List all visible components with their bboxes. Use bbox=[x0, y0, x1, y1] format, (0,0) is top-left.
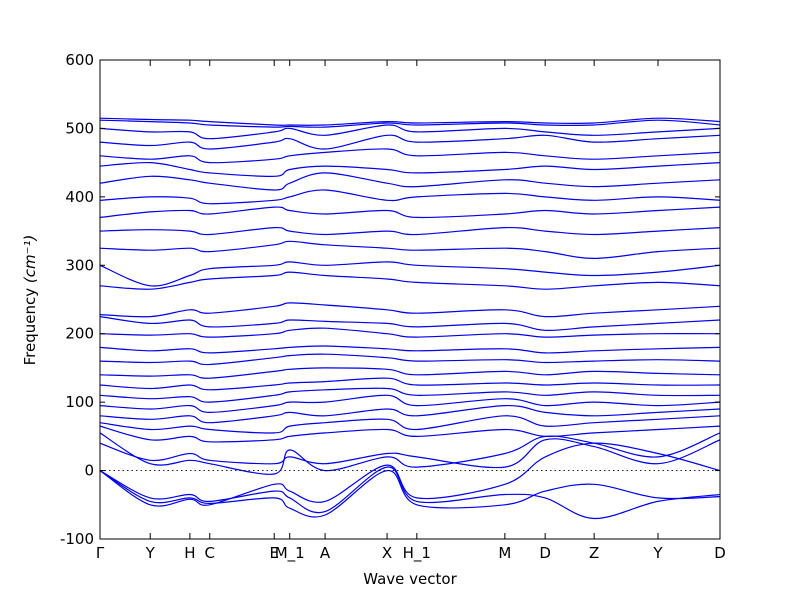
y-tick-label: 100 bbox=[65, 393, 94, 411]
x-tick-label: C bbox=[204, 544, 214, 562]
band-line bbox=[100, 226, 720, 236]
band-line bbox=[100, 117, 720, 126]
x-tick-label: H_1 bbox=[403, 544, 431, 563]
y-tick-label: 0 bbox=[84, 462, 94, 480]
y-axis-ticks: -100 0 100 200 300 400 500 600 bbox=[60, 51, 720, 548]
x-axis-ticks: Γ Y H C EM_1 A X H_1 M D Z Y D bbox=[96, 60, 726, 563]
band-line bbox=[100, 172, 720, 191]
band-line bbox=[100, 404, 720, 424]
band-line bbox=[100, 161, 720, 177]
y-tick-label: 400 bbox=[65, 188, 94, 206]
x-tick-label: E bbox=[269, 544, 278, 562]
x-tick-label: M bbox=[498, 544, 511, 562]
x-tick-label: Y bbox=[145, 544, 156, 562]
y-tick-label: 200 bbox=[65, 325, 94, 343]
y-axis-label: Frequency (cm⁻¹) bbox=[21, 235, 39, 366]
x-tick-label: Z bbox=[589, 544, 599, 562]
band-line bbox=[100, 119, 720, 128]
band-line bbox=[100, 438, 720, 469]
band-line bbox=[100, 415, 720, 434]
band-line bbox=[100, 394, 720, 414]
x-tick-label: M_1 bbox=[275, 544, 305, 563]
x-tick-label: D bbox=[714, 544, 726, 562]
band-line bbox=[100, 353, 720, 366]
plot-frame bbox=[99, 59, 721, 540]
y-tick-label: -100 bbox=[60, 530, 94, 548]
x-axis-label: Wave vector bbox=[363, 570, 457, 588]
band-line bbox=[100, 327, 720, 338]
x-tick-label: A bbox=[320, 544, 331, 562]
band-line bbox=[100, 425, 720, 443]
band-line bbox=[100, 466, 720, 520]
band-lines bbox=[100, 117, 720, 520]
band-line bbox=[100, 387, 720, 403]
band-line bbox=[100, 124, 720, 140]
y-axis-label-text: Frequency bbox=[21, 288, 39, 366]
band-line bbox=[100, 469, 720, 518]
band-line bbox=[100, 367, 720, 379]
band-line bbox=[100, 302, 720, 318]
y-axis-label-unit: (cm⁻¹) bbox=[21, 235, 39, 284]
band-line bbox=[100, 148, 720, 164]
band-line bbox=[100, 377, 720, 391]
band-line bbox=[100, 271, 720, 290]
x-tick-label: D bbox=[539, 544, 551, 562]
x-tick-label: Y bbox=[652, 544, 663, 562]
band-line bbox=[100, 345, 720, 354]
band-line bbox=[100, 240, 720, 260]
band-line bbox=[100, 134, 720, 150]
y-tick-label: 300 bbox=[65, 256, 94, 274]
x-tick-label: Γ bbox=[96, 544, 105, 562]
band-line bbox=[100, 432, 720, 475]
x-tick-label: H bbox=[184, 544, 195, 562]
x-tick-label: X bbox=[382, 544, 392, 562]
band-line bbox=[100, 189, 720, 205]
band-line bbox=[100, 316, 720, 331]
band-line bbox=[100, 206, 720, 219]
y-tick-label: 600 bbox=[65, 51, 94, 69]
band-line bbox=[100, 261, 720, 287]
y-tick-label: 500 bbox=[65, 119, 94, 137]
